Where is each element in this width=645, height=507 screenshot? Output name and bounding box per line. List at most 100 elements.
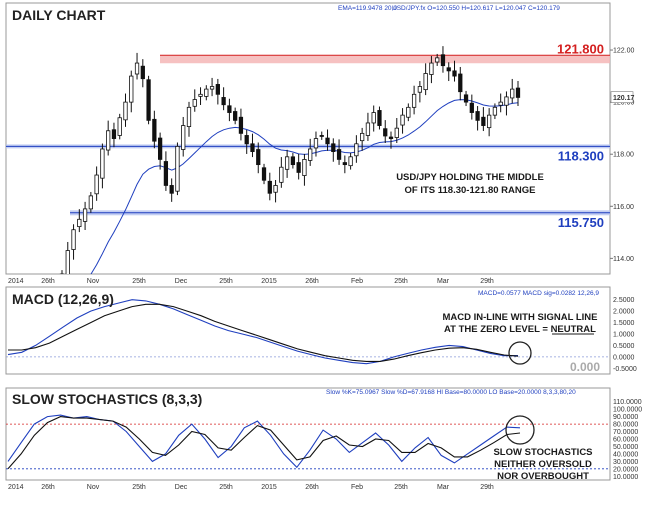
ema-line: [90, 99, 519, 274]
candle: [388, 136, 394, 139]
x-tick-label: Nov: [87, 278, 100, 285]
price-panel: [5, 2, 611, 275]
candle: [354, 143, 359, 157]
candle: [186, 106, 192, 128]
candle: [429, 62, 434, 75]
candle: [106, 130, 111, 151]
macd-ytick-label: 1.0000: [613, 332, 635, 339]
candle: [71, 229, 76, 250]
stoch-ytick-label: 90.0000: [613, 414, 638, 421]
macd-ytick-label: 2.0000: [613, 309, 635, 316]
x-tick-label: Dec: [175, 484, 188, 491]
candle: [111, 129, 117, 139]
candle: [365, 122, 371, 136]
candle: [273, 185, 278, 193]
candle: [140, 65, 145, 80]
candle: [331, 143, 336, 153]
stoch-highlight-circle: [505, 415, 535, 445]
stoch-ytick-label: 30.0000: [613, 459, 638, 466]
stoch-ytick-label: 10.0000: [613, 474, 638, 481]
candle: [59, 273, 65, 274]
candle: [152, 118, 157, 142]
candle: [296, 162, 301, 173]
stoch-ytick-label: 60.0000: [613, 437, 638, 444]
x-tick-label: Mar: [437, 278, 450, 285]
candle: [336, 149, 342, 160]
x-tick-label: 26th: [305, 484, 319, 491]
candle: [250, 143, 255, 153]
price-ytick-label: 114.00: [613, 256, 634, 263]
candle: [371, 112, 376, 124]
macd-signal-line: [8, 303, 519, 362]
current-price-box: [610, 91, 634, 103]
candle: [446, 67, 451, 72]
macd-zero-label: 0.000: [570, 360, 600, 374]
candle: [221, 97, 226, 106]
candle: [515, 87, 521, 98]
macd-annotation-line-1: MACD IN-LINE WITH SIGNAL LINE: [443, 312, 598, 323]
stoch-ytick-label: 110.0000: [613, 399, 642, 406]
x-tick-label: 25th: [219, 484, 233, 491]
x-tick-label: 25th: [132, 278, 146, 285]
candle: [233, 111, 238, 121]
price-ytick-label: 116.00: [613, 204, 634, 211]
candle: [100, 148, 105, 179]
x-tick-label: 26th: [305, 278, 319, 285]
stoch-ytick-label: 100.0000: [613, 407, 642, 414]
level-label-1: 118.300: [558, 148, 604, 163]
x-tick-label: 29th: [480, 278, 494, 285]
x-tick-label: 2015: [261, 278, 277, 285]
candle: [492, 106, 498, 116]
candle: [157, 137, 163, 160]
macd-readout: MACD=0.0577 MACD sig=0.0282 12,26,9: [478, 290, 599, 297]
candle: [348, 156, 353, 167]
candle: [146, 79, 151, 121]
macd-ytick-label: -0.5000: [613, 366, 637, 373]
level-label-2: 115.750: [558, 215, 604, 230]
macd-ytick-label: 2.5000: [613, 297, 635, 304]
level-band-0: [160, 55, 610, 64]
candle: [458, 73, 463, 93]
macd-ytick-label: 0.5000: [613, 343, 635, 350]
stoch-d-line: [7, 416, 521, 470]
x-tick-label: 26th: [41, 484, 55, 491]
x-tick-label: 25th: [394, 484, 408, 491]
level-label-0: 121.800: [557, 41, 604, 56]
candle: [400, 114, 405, 126]
candle: [342, 162, 347, 166]
stoch-annotation-line-1: SLOW STOCHASTICS: [493, 447, 592, 458]
x-tick-label: 25th: [132, 484, 146, 491]
candle: [487, 114, 492, 129]
x-tick-label: 29th: [480, 484, 494, 491]
candle: [117, 117, 122, 136]
stoch-annotation-line-2: NEITHER OVERSOLD: [494, 459, 592, 470]
ohlc-readout: USD/JPY.fx O=120.550 H=120.617 L=120.047…: [392, 5, 560, 12]
candle: [435, 57, 440, 63]
candle: [169, 185, 174, 194]
candle: [510, 88, 515, 99]
macd-ytick-label: 0.0000: [613, 354, 635, 361]
stochastics-readout: Slow %K=75.0967 Slow %D=67.9168 HI Base=…: [326, 389, 576, 396]
macd-annotation-line-2: AT THE ZERO LEVEL = NEUTRAL: [444, 324, 596, 335]
x-tick-label: 26th: [41, 278, 55, 285]
candle: [77, 218, 82, 228]
candle: [463, 94, 469, 103]
candle: [279, 166, 284, 183]
candle: [423, 73, 428, 91]
candle: [134, 62, 140, 75]
price-annotation-line-2: OF ITS 118.30-121.80 RANGE: [405, 185, 536, 196]
candle: [417, 86, 423, 93]
candle: [261, 167, 267, 181]
candle: [82, 208, 88, 222]
candle: [325, 137, 330, 145]
candle: [440, 54, 446, 67]
candle: [163, 161, 169, 186]
candle: [394, 127, 399, 138]
candle: [267, 180, 272, 194]
x-tick-label: Mar: [437, 484, 450, 491]
candle: [469, 102, 474, 113]
stochastics-panel: [5, 387, 611, 481]
x-tick-label: 25th: [219, 278, 233, 285]
candle: [475, 111, 480, 121]
macd-ytick-label: 1.5000: [613, 320, 635, 327]
